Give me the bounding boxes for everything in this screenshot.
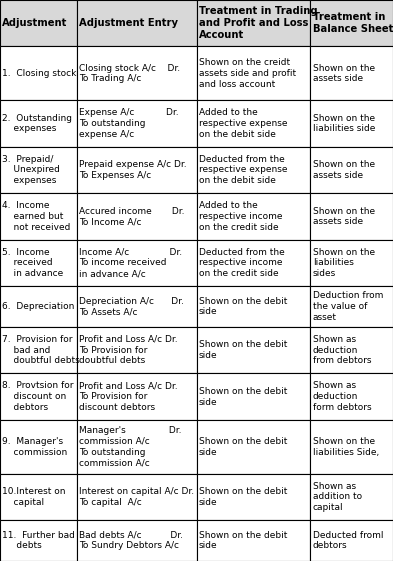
Text: Adjustment: Adjustment xyxy=(2,19,68,28)
FancyBboxPatch shape xyxy=(196,100,310,147)
Text: Shown on the
liabilities
sides: Shown on the liabilities sides xyxy=(313,248,375,278)
FancyBboxPatch shape xyxy=(77,0,196,47)
FancyBboxPatch shape xyxy=(77,100,196,147)
FancyBboxPatch shape xyxy=(196,374,310,420)
FancyBboxPatch shape xyxy=(310,47,393,100)
FancyBboxPatch shape xyxy=(310,193,393,240)
FancyBboxPatch shape xyxy=(196,240,310,286)
Text: Shown on the debit
side: Shown on the debit side xyxy=(199,297,287,316)
FancyBboxPatch shape xyxy=(196,327,310,374)
FancyBboxPatch shape xyxy=(310,240,393,286)
FancyBboxPatch shape xyxy=(310,0,393,47)
FancyBboxPatch shape xyxy=(310,520,393,561)
FancyBboxPatch shape xyxy=(0,100,77,147)
Text: Deducted from the
respective income
on the credit side: Deducted from the respective income on t… xyxy=(199,248,285,278)
FancyBboxPatch shape xyxy=(310,473,393,520)
Text: Closing stock A/c    Dr.
To Trading A/c: Closing stock A/c Dr. To Trading A/c xyxy=(79,63,180,83)
Text: 3.  Prepaid/
    Unexpired
    expenses: 3. Prepaid/ Unexpired expenses xyxy=(2,155,60,185)
Text: Accured income       Dr.
To Income A/c: Accured income Dr. To Income A/c xyxy=(79,206,184,226)
FancyBboxPatch shape xyxy=(196,473,310,520)
Text: Deducted froml
debtors: Deducted froml debtors xyxy=(313,531,383,550)
Text: 11.  Further bad
     debts: 11. Further bad debts xyxy=(2,531,75,550)
FancyBboxPatch shape xyxy=(0,240,77,286)
Text: Depreciation A/c      Dr.
To Assets A/c: Depreciation A/c Dr. To Assets A/c xyxy=(79,297,184,316)
FancyBboxPatch shape xyxy=(0,286,77,327)
FancyBboxPatch shape xyxy=(77,520,196,561)
FancyBboxPatch shape xyxy=(77,473,196,520)
Text: Shown on the
assets side: Shown on the assets side xyxy=(313,63,375,83)
FancyBboxPatch shape xyxy=(310,286,393,327)
FancyBboxPatch shape xyxy=(0,520,77,561)
Text: Shown on the
liabilities side: Shown on the liabilities side xyxy=(313,114,375,134)
Text: Added to the
respective income
on the credit side: Added to the respective income on the cr… xyxy=(199,201,282,232)
Text: Manager's               Dr.
commission A/c
To outstanding
commission A/c: Manager's Dr. commission A/c To outstand… xyxy=(79,426,182,467)
Text: Shown as
addition to
capital: Shown as addition to capital xyxy=(313,482,362,512)
FancyBboxPatch shape xyxy=(77,47,196,100)
FancyBboxPatch shape xyxy=(0,147,77,193)
Text: Shown on the debit
side: Shown on the debit side xyxy=(199,341,287,360)
Text: Shown on the debit
side: Shown on the debit side xyxy=(199,387,287,407)
Text: 10.Interest on
    capital: 10.Interest on capital xyxy=(2,487,66,507)
Text: Profit and Loss A/c Dr.
To Provision for
doubtful debts: Profit and Loss A/c Dr. To Provision for… xyxy=(79,335,178,365)
FancyBboxPatch shape xyxy=(196,420,310,473)
FancyBboxPatch shape xyxy=(0,0,77,47)
FancyBboxPatch shape xyxy=(196,193,310,240)
Text: Added to the
respective expense
on the debit side: Added to the respective expense on the d… xyxy=(199,108,287,139)
FancyBboxPatch shape xyxy=(0,327,77,374)
Text: Expense A/c           Dr.
To outstanding
expense A/c: Expense A/c Dr. To outstanding expense A… xyxy=(79,108,178,139)
Text: Interest on capital A/c Dr.
To capital  A/c: Interest on capital A/c Dr. To capital A… xyxy=(79,487,194,507)
Text: 2.  Outstanding
    expenses: 2. Outstanding expenses xyxy=(2,114,72,134)
FancyBboxPatch shape xyxy=(77,420,196,473)
Text: Shown as
deduction
from debtors: Shown as deduction from debtors xyxy=(313,335,371,365)
FancyBboxPatch shape xyxy=(196,520,310,561)
FancyBboxPatch shape xyxy=(0,193,77,240)
FancyBboxPatch shape xyxy=(0,47,77,100)
Text: Adjustment Entry: Adjustment Entry xyxy=(79,19,178,28)
FancyBboxPatch shape xyxy=(0,374,77,420)
Text: Bad debts A/c          Dr.
To Sundry Debtors A/c: Bad debts A/c Dr. To Sundry Debtors A/c xyxy=(79,531,183,550)
Text: Shown on the
assets side: Shown on the assets side xyxy=(313,206,375,226)
Text: Shown on the debit
side: Shown on the debit side xyxy=(199,487,287,507)
FancyBboxPatch shape xyxy=(77,147,196,193)
FancyBboxPatch shape xyxy=(77,240,196,286)
Text: 5.  Income
    received
    in advance: 5. Income received in advance xyxy=(2,248,64,278)
FancyBboxPatch shape xyxy=(310,100,393,147)
Text: Income A/c              Dr.
To income received
in advance A/c: Income A/c Dr. To income received in adv… xyxy=(79,248,182,278)
Text: 7.  Provision for
    bad and
    doubtful debts: 7. Provision for bad and doubtful debts xyxy=(2,335,80,365)
FancyBboxPatch shape xyxy=(196,47,310,100)
Text: 4.  Income
    earned but
    not received: 4. Income earned but not received xyxy=(2,201,71,232)
Text: 8.  Provtsion for
    discount on
    debtors: 8. Provtsion for discount on debtors xyxy=(2,381,74,412)
Text: Shown on the debit
side: Shown on the debit side xyxy=(199,437,287,457)
FancyBboxPatch shape xyxy=(77,374,196,420)
Text: Shown as
deduction
form debtors: Shown as deduction form debtors xyxy=(313,381,371,412)
FancyBboxPatch shape xyxy=(0,420,77,473)
Text: Treatment in
Balance Sheet: Treatment in Balance Sheet xyxy=(313,12,393,34)
FancyBboxPatch shape xyxy=(77,193,196,240)
FancyBboxPatch shape xyxy=(310,420,393,473)
Text: Shown on the creidt
assets side and profit
and loss account: Shown on the creidt assets side and prof… xyxy=(199,58,296,89)
FancyBboxPatch shape xyxy=(310,147,393,193)
FancyBboxPatch shape xyxy=(77,327,196,374)
Text: Shown on the debit
side: Shown on the debit side xyxy=(199,531,287,550)
Text: 1.  Closing stock: 1. Closing stock xyxy=(2,69,77,78)
Text: Prepaid expense A/c Dr.
To Expenses A/c: Prepaid expense A/c Dr. To Expenses A/c xyxy=(79,160,187,180)
FancyBboxPatch shape xyxy=(310,327,393,374)
Text: Treatment in Trading
and Profit and Loss
Account: Treatment in Trading and Profit and Loss… xyxy=(199,6,318,40)
Text: Shown on the
assets side: Shown on the assets side xyxy=(313,160,375,180)
Text: Deduction from
the value of
asset: Deduction from the value of asset xyxy=(313,291,383,322)
FancyBboxPatch shape xyxy=(0,473,77,520)
FancyBboxPatch shape xyxy=(77,286,196,327)
Text: Deducted from the
respective expense
on the debit side: Deducted from the respective expense on … xyxy=(199,155,287,185)
Text: Profit and Loss A/c Dr.
To Provision for
discount debtors: Profit and Loss A/c Dr. To Provision for… xyxy=(79,381,178,412)
Text: 6.  Depreciation: 6. Depreciation xyxy=(2,302,75,311)
FancyBboxPatch shape xyxy=(196,286,310,327)
FancyBboxPatch shape xyxy=(310,374,393,420)
Text: 9.  Manager's
    commission: 9. Manager's commission xyxy=(2,437,68,457)
FancyBboxPatch shape xyxy=(196,147,310,193)
FancyBboxPatch shape xyxy=(196,0,310,47)
Text: Shown on the
liabilities Side,: Shown on the liabilities Side, xyxy=(313,437,379,457)
